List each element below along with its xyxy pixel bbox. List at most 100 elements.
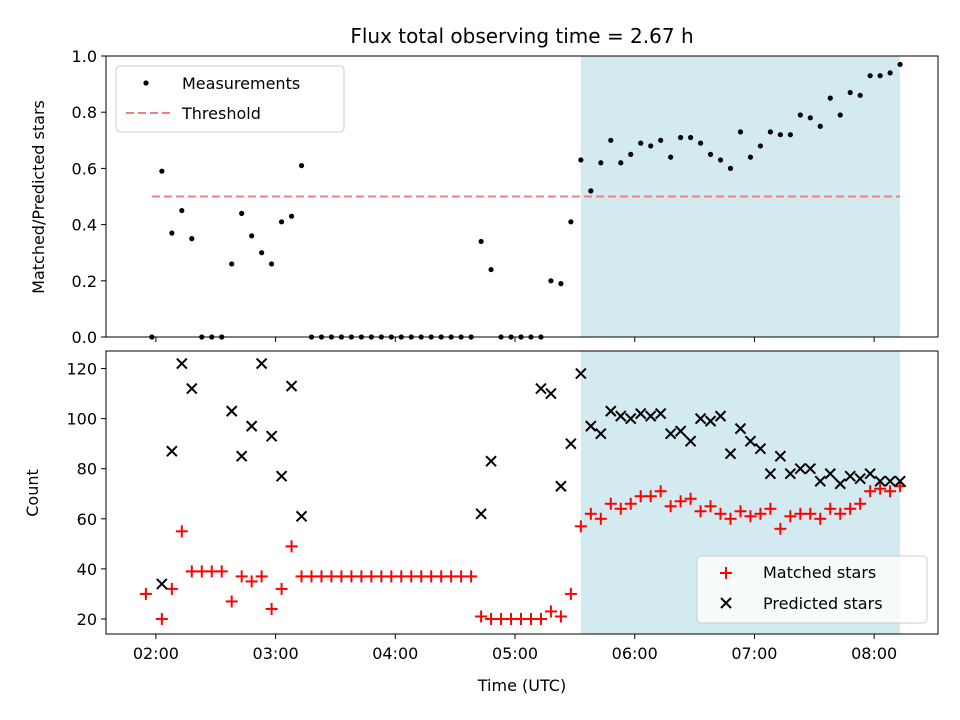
measurement-point (588, 188, 594, 194)
measurement-point (757, 143, 764, 149)
count-panel: 20 40 60 80 100 120 02:00 03:00 04:00 05:00 06:00… (23, 350, 939, 695)
legend-threshold-label: Threshold (181, 104, 261, 123)
matched-star-point (784, 510, 797, 523)
predicted-star-point (814, 475, 826, 487)
matched-star-point (864, 485, 877, 498)
matched-star-point (594, 512, 607, 525)
measurement-point (189, 236, 195, 242)
matched-star-point (165, 582, 178, 595)
measurement-point (658, 137, 664, 143)
matched-star-point (774, 522, 787, 535)
predicted-star-point (824, 468, 836, 480)
predicted-star-point (744, 435, 757, 447)
measurement-point (837, 112, 843, 118)
ratio-y-tick-label: 0.4 (72, 216, 97, 235)
predicted-star-point (585, 420, 597, 432)
measurement-point (288, 213, 295, 219)
measurement-point (239, 210, 245, 216)
measurement-point (558, 281, 564, 287)
measurement-point (628, 151, 634, 157)
measurement-point (638, 140, 644, 146)
matched-star-point (584, 507, 597, 520)
matched-star-point (884, 485, 897, 498)
measurement-point (877, 73, 883, 79)
predicted-star-point (644, 410, 657, 422)
matched-star-point (265, 602, 278, 615)
count-x-tick-label: 07:00 (731, 644, 777, 663)
predicted-star-point (255, 357, 268, 370)
predicted-star-point (804, 463, 817, 475)
measurement-point (787, 132, 793, 138)
measurement-point (897, 61, 903, 68)
count-y-axis: 20 40 60 80 100 120 (66, 360, 106, 629)
predicted-star-point (664, 427, 677, 440)
matched-star-point (734, 505, 747, 518)
matched-star-point (285, 540, 298, 553)
measurement-point (777, 132, 783, 138)
measurement-point (668, 154, 674, 160)
measurement-point (747, 154, 754, 160)
measurement-point (697, 140, 704, 146)
predicted-star-point (545, 387, 557, 400)
ratio-axes-frame (105, 55, 939, 338)
predicted-star-point (864, 468, 876, 480)
measurement-point (298, 162, 305, 169)
predicted-star-point (565, 437, 577, 450)
measurement-point (478, 238, 484, 245)
measurement-point (169, 230, 175, 236)
measurement-point (608, 137, 614, 143)
matched-star-point (644, 490, 657, 503)
matched-star-point (574, 520, 587, 533)
predicted-star-point (595, 427, 607, 440)
count-x-tick-label: 02:00 (133, 644, 179, 663)
count-y-tick-label: 40 (77, 560, 97, 579)
measurement-point (857, 92, 863, 98)
predicted-star-point (166, 445, 178, 457)
ratio-y-tick-label: 0.8 (72, 103, 97, 122)
ratio-y-tick-label: 1.0 (72, 47, 97, 66)
predicted-star-point (894, 475, 906, 487)
ratio-legend-box (115, 65, 345, 133)
matched-star-point (834, 507, 847, 520)
count-x-tick-label: 04:00 (372, 644, 418, 663)
measurement-point (807, 115, 813, 121)
predicted-star-point (176, 357, 188, 370)
predicted-star-point (724, 447, 737, 460)
predicted-star-point (475, 508, 487, 520)
matched-star-point (614, 502, 627, 515)
predicted-star-point (784, 468, 797, 480)
legend-measurements-label: Measurements (182, 74, 300, 93)
matched-star-point (604, 497, 617, 510)
predicted-star-point (635, 407, 647, 420)
predicted-star-point (684, 435, 697, 447)
measurement-point (488, 266, 494, 273)
matched-star-point (465, 570, 478, 583)
count-y-tick-label: 60 (77, 510, 97, 529)
matched-star-point (704, 500, 717, 513)
matched-star-point (654, 485, 667, 498)
ratio-y-axis-label: Matched/Predicted stars (29, 100, 48, 294)
measurement-point (568, 219, 574, 225)
matched-star-point (245, 575, 258, 588)
measurement-point (648, 143, 654, 149)
matched-star-point (844, 502, 857, 515)
matched-star-point (175, 525, 188, 538)
matched-star-point (139, 587, 152, 600)
matched-star-point (694, 505, 707, 518)
predicted-star-point (714, 410, 727, 422)
measurement-point (678, 134, 684, 141)
legend-matched-marker (720, 567, 732, 579)
legend-predicted-marker (720, 597, 732, 609)
legend-matched-label: Matched stars (763, 563, 876, 582)
predicted-star-point (615, 410, 627, 422)
matched-star-point (814, 512, 827, 525)
legend-measurements-marker (143, 80, 149, 86)
predicted-star-point (156, 578, 168, 590)
predicted-star-point (295, 510, 308, 522)
measurement-point (887, 70, 893, 76)
matched-star-point (874, 482, 887, 495)
measurement-point (797, 112, 803, 118)
matched-star-point (664, 500, 677, 513)
measurement-point (717, 157, 724, 163)
predicted-star-point (186, 382, 198, 395)
